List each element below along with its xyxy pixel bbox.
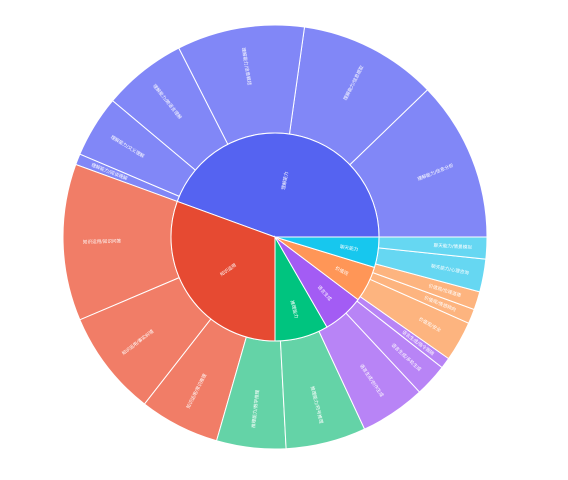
inner-segment-1[interactable] [170,200,276,342]
inner-ring [170,132,380,342]
inner-segment-0[interactable] [176,132,380,238]
inner-segment-5[interactable] [274,236,380,269]
inner-label-0: 理解能力 [280,171,290,191]
outer-label-6: 知识运用/知识问答 [83,238,122,246]
inner-label-5: 聊天能力 [339,243,359,253]
outer-ring [62,24,488,450]
outer-label-18: 聊天能力/情景模拟 [433,242,472,251]
inner-label-2: 推理能力 [289,300,301,320]
outer-label-9: 推理能力/数学推理 [250,389,261,428]
